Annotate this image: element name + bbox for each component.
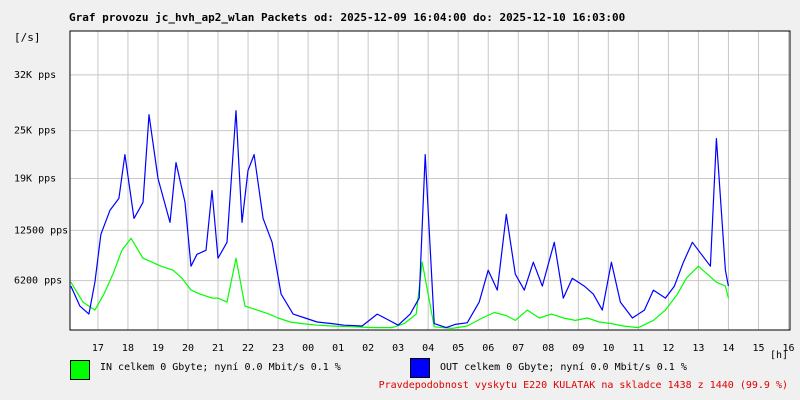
x-tick-label: 14 xyxy=(722,343,734,354)
plot-frame xyxy=(69,30,791,331)
y-unit-label: [/s] xyxy=(14,31,41,44)
series-lines xyxy=(70,110,729,329)
x-tick-label: 20 xyxy=(182,343,194,354)
x-tick-labels: 17 18 19 20 21 22 23 00 01 02 03 04 05 06 07 08 09 10 11 12… xyxy=(92,343,795,354)
legend-in-text: IN celkem 0 Gbyte; nyní 0.0 Mbit/s 0.1 % xyxy=(100,362,341,373)
series-line-out xyxy=(70,110,729,329)
legend-out-swatch xyxy=(410,358,430,378)
x-unit-label: [h] xyxy=(770,350,789,361)
x-tick-label: 04 xyxy=(422,343,434,354)
x-tick-label: 06 xyxy=(482,343,494,354)
x-tick-label: 10 xyxy=(602,343,614,354)
x-tick-label: 12 xyxy=(662,343,674,354)
x-tick-label: 21 xyxy=(212,343,224,354)
y-tick-label: 6200 pps xyxy=(14,276,62,287)
x-tick-label: 02 xyxy=(362,343,374,354)
x-tick-label: 01 xyxy=(332,343,344,354)
x-tick-label: 08 xyxy=(542,343,554,354)
y-tick-label: 12500 pps xyxy=(14,225,68,236)
x-tick-label: 03 xyxy=(392,343,404,354)
x-tick-label: 22 xyxy=(242,343,254,354)
x-tick-label: 16 xyxy=(782,343,794,354)
footer-note: Pravdepodobnost vyskytu E220 KULATAK na … xyxy=(378,380,788,391)
x-tick-label: 09 xyxy=(572,343,584,354)
x-tick-label: 23 xyxy=(272,343,284,354)
x-tick-label: 15 xyxy=(752,343,764,354)
x-tick-label: 05 xyxy=(452,343,464,354)
legend-out-text: OUT celkem 0 Gbyte; nyní 0.0 Mbit/s 0.1 … xyxy=(440,362,687,373)
y-tick-label: 32K pps xyxy=(14,70,56,81)
x-tick-label: 18 xyxy=(122,343,134,354)
y-tick-label: 19K pps xyxy=(14,174,56,185)
y-tick-label: 25K pps xyxy=(14,126,56,137)
x-tick-label: 07 xyxy=(512,343,524,354)
legend-in-swatch xyxy=(70,360,90,380)
y-tick-labels: 6200 pps 12500 pps 19K pps 25K pps 32K pps xyxy=(14,70,68,287)
x-tick-label: 17 xyxy=(92,343,104,354)
x-tick-label: 00 xyxy=(302,343,314,354)
x-tick-label: 13 xyxy=(692,343,704,354)
x-tick-label: 11 xyxy=(632,343,644,354)
chart-title: Graf provozu jc_hvh_ap2_wlan Packets od:… xyxy=(69,11,626,24)
x-tick-label: 19 xyxy=(152,343,164,354)
